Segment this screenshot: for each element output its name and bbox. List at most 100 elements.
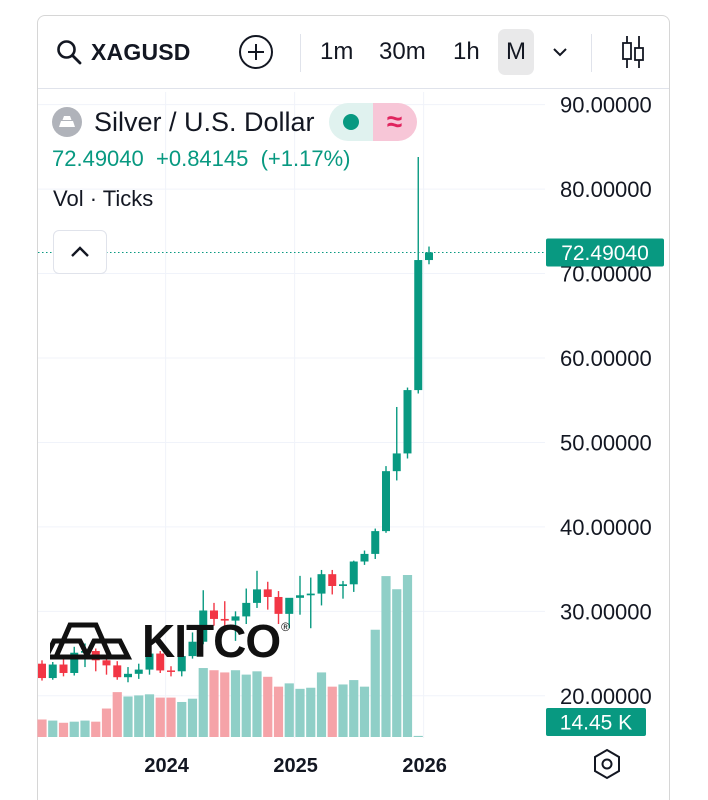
candle: [167, 666, 175, 677]
volume-bar: [349, 680, 359, 737]
candle-body: [306, 593, 315, 596]
timeframe-dropdown[interactable]: [551, 16, 569, 88]
candle-body: [403, 390, 412, 454]
candle-body: [392, 453, 401, 472]
candle-body: [177, 656, 186, 672]
candle-body: [199, 610, 208, 642]
candle-body: [38, 663, 46, 679]
candle: [242, 588, 251, 624]
search-icon: [57, 40, 82, 65]
volume-legend: Vol · Ticks: [53, 186, 154, 211]
candle-body: [317, 574, 326, 594]
candle: [134, 663, 143, 679]
symbol-name: XAGUSD: [91, 38, 191, 65]
volume-bar: [48, 720, 58, 737]
candle-body: [113, 665, 122, 678]
symbol-search[interactable]: XAGUSD: [56, 16, 191, 88]
candle: [425, 246, 433, 265]
candle-body: [425, 252, 433, 261]
volume-bar: [134, 695, 144, 737]
candle: [339, 580, 347, 599]
candle: [113, 661, 122, 680]
candle: [253, 570, 261, 608]
timeframe-30m[interactable]: 30m: [379, 38, 426, 65]
volume-bar: [413, 735, 423, 737]
candle: [274, 591, 283, 624]
volume-bar: [187, 698, 198, 737]
candle-body: [167, 670, 175, 672]
volume-bar: [381, 576, 391, 737]
volume-bar: [69, 721, 79, 737]
candle: [124, 667, 132, 683]
timeframe-month[interactable]: M: [498, 29, 534, 75]
candle-body: [242, 602, 251, 617]
toolbar-separator: [300, 34, 301, 72]
candle-body: [210, 610, 218, 619]
candle: [349, 560, 358, 592]
chart-settings-button[interactable]: [592, 748, 622, 785]
candle-body: [263, 589, 272, 597]
plus-circle-icon: [239, 35, 273, 69]
candle-body: [382, 471, 390, 532]
y-tick-label: 90.00000: [560, 93, 652, 118]
volume-bar: [402, 575, 413, 737]
volume-bar: [273, 686, 284, 737]
x-tick-label: 2026: [402, 755, 447, 777]
candle: [360, 550, 369, 565]
candle-body: [253, 589, 261, 603]
chart-type-button[interactable]: [618, 16, 648, 88]
timeframe-1m[interactable]: 1m: [320, 38, 354, 65]
y-tick-label: 60.00000: [560, 346, 652, 371]
candle-body: [371, 531, 380, 554]
candle: [70, 646, 79, 676]
collapse-legend-button[interactable]: [53, 230, 107, 274]
y-tick-label: 20.00000: [560, 684, 652, 709]
candle: [48, 662, 57, 680]
candle: [414, 157, 423, 394]
volume-bar: [166, 697, 176, 737]
kitco-wordmark: KITCO: [142, 615, 281, 667]
candle-body: [70, 652, 79, 673]
candle-body: [59, 664, 68, 673]
volume-bar: [209, 670, 219, 737]
volume-bar: [338, 684, 348, 737]
candle: [188, 632, 197, 659]
candle: [145, 650, 154, 675]
market-status-pill[interactable]: ≈: [328, 103, 417, 141]
candle: [156, 651, 165, 673]
volume-bar: [155, 697, 165, 737]
volume-bar: [295, 688, 305, 737]
x-tick-label: 2025: [273, 755, 318, 777]
volume-bar: [112, 692, 122, 737]
candle: [392, 406, 401, 481]
candle: [403, 387, 412, 459]
candle-body: [274, 596, 283, 614]
candle-body: [188, 641, 197, 657]
chevron-down-icon: [553, 48, 567, 57]
candle-body: [134, 669, 143, 674]
volume-bar: [91, 721, 101, 737]
price-badge: 72.49040: [561, 242, 649, 265]
silver-bars-icon: [52, 107, 82, 137]
candle: [59, 657, 68, 677]
candle: [263, 581, 272, 610]
volume-bar: [220, 672, 230, 737]
candle-body: [48, 664, 57, 679]
candle: [371, 528, 380, 559]
candle: [210, 602, 218, 626]
candle-body: [102, 660, 111, 666]
candle-body: [124, 673, 132, 678]
timeframe-1h[interactable]: 1h: [453, 38, 480, 65]
price-badge-bg: [546, 238, 664, 267]
add-symbol-button[interactable]: [238, 16, 274, 88]
volume-bar: [359, 686, 370, 737]
volume-bar: [316, 672, 327, 737]
y-tick-label: 50.00000: [560, 430, 652, 455]
volume-bar: [284, 683, 294, 737]
candle: [317, 569, 326, 606]
candle: [285, 597, 294, 629]
volume-bar: [241, 674, 251, 737]
candle-body: [414, 260, 423, 391]
volume-bar: [306, 687, 316, 737]
